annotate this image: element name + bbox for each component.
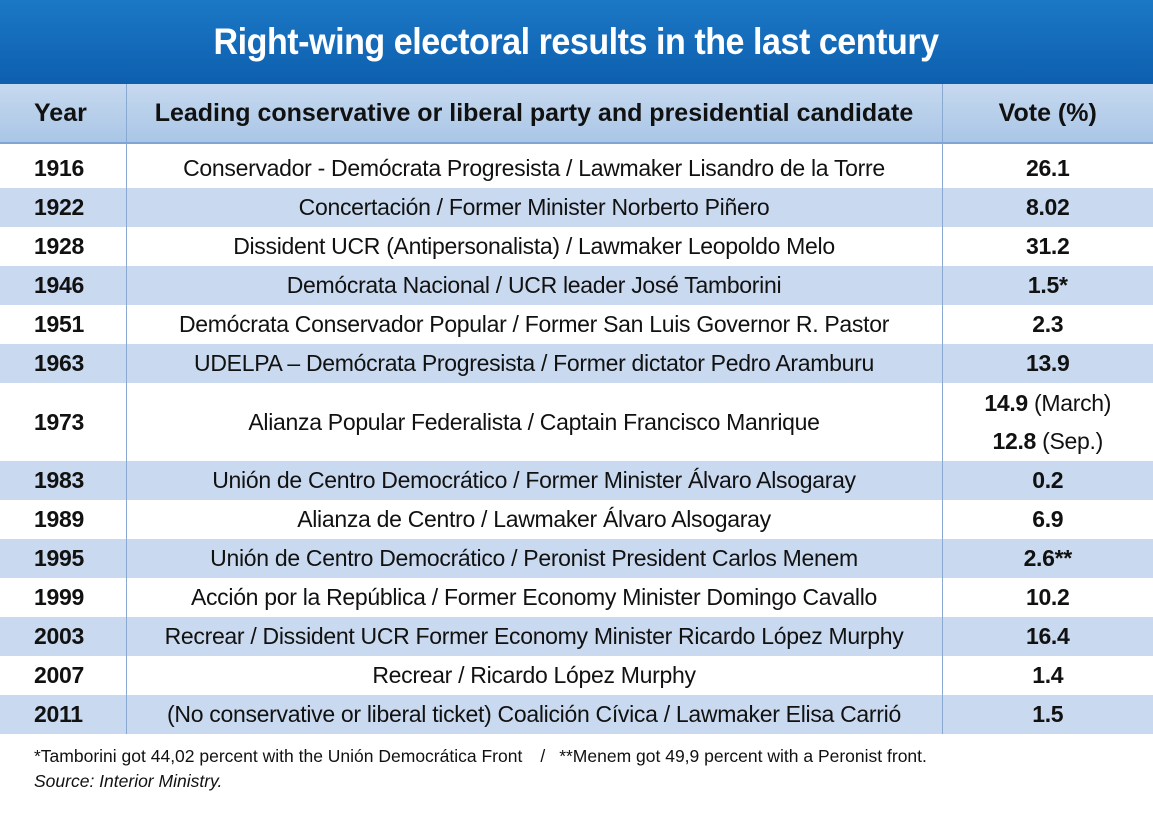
row-party: Recrear / Dissident UCR Former Economy M… — [126, 617, 943, 656]
row-party: (No conservative or liberal ticket) Coal… — [126, 695, 943, 734]
row-party: Conservador - Demócrata Progresista / La… — [126, 149, 943, 188]
row-year: 1995 — [0, 539, 127, 578]
page-title: Right-wing electoral results in the last… — [213, 21, 940, 62]
row-vote: 1.4 — [1032, 662, 1064, 688]
row-vote: 14.9 (March) 12.8 (Sep.) — [942, 383, 1153, 461]
row-vote: 1.5 — [942, 695, 1153, 734]
row-party: Demócrata Conservador Popular / Former S… — [126, 305, 943, 344]
row-year: 1989 — [0, 500, 127, 539]
footnote-line: *Tamborini got 44,02 percent with the Un… — [34, 744, 1153, 769]
row-year: 2011 — [0, 695, 127, 734]
vote-value: 14.9 — [984, 390, 1028, 416]
table-row: 1963 UDELPA – Demócrata Progresista / Fo… — [0, 344, 1153, 383]
table-row: 2003 Recrear / Dissident UCR Former Econ… — [0, 617, 1153, 656]
table-row: 2007 Recrear / Ricardo López Murphy 1.4 — [0, 656, 1153, 695]
row-party: Dissident UCR (Antipersonalista) / Lawma… — [126, 227, 943, 266]
row-party: Demócrata Nacional / UCR leader José Tam… — [126, 266, 943, 305]
row-year: 2007 — [0, 656, 127, 695]
results-table: Year Leading conservative or liberal par… — [0, 84, 1153, 734]
table-row: 1916 Conservador - Demócrata Progresista… — [0, 149, 1153, 188]
row-vote: 13.9 — [942, 344, 1153, 383]
row-year: 1951 — [0, 305, 127, 344]
row-year: 1963 — [0, 344, 127, 383]
row-party: Concertación / Former Minister Norberto … — [126, 188, 943, 227]
table-row: 2011 (No conservative or liberal ticket)… — [0, 695, 1153, 734]
row-year: 1916 — [0, 149, 127, 188]
table-row: 1922 Concertación / Former Minister Norb… — [0, 188, 1153, 227]
table-row: 1946 Demócrata Nacional / UCR leader Jos… — [0, 266, 1153, 305]
vote-note: (Sep.) — [1042, 428, 1103, 454]
row-vote: 2.6** — [942, 539, 1153, 578]
vote-note: (March) — [1034, 390, 1112, 416]
footnotes: *Tamborini got 44,02 percent with the Un… — [0, 734, 1153, 794]
table-row: 1989 Alianza de Centro / Lawmaker Álvaro… — [0, 500, 1153, 539]
row-year: 1973 — [0, 383, 127, 461]
vote-line-march: 14.9 (March) — [943, 384, 1153, 422]
footnote-menem: **Menem got 49,9 percent with a Peronist… — [559, 746, 927, 766]
row-year: 1946 — [0, 266, 127, 305]
spacer-row — [0, 143, 1153, 149]
row-party: Alianza Popular Federalista / Captain Fr… — [126, 383, 943, 461]
header-year: Year — [0, 84, 127, 144]
row-year: 1999 — [0, 578, 127, 617]
row-party: Alianza de Centro / Lawmaker Álvaro Also… — [126, 500, 943, 539]
source-note: Source: Interior Ministry. — [34, 771, 223, 791]
title-bar: Right-wing electoral results in the last… — [0, 0, 1153, 84]
row-year: 2003 — [0, 617, 127, 656]
row-year: 1983 — [0, 461, 127, 500]
header-vote: Vote (%) — [942, 84, 1153, 144]
row-vote: 31.2 — [1025, 233, 1070, 259]
row-vote: 0.2 — [942, 461, 1153, 500]
table-row: 1928 Dissident UCR (Antipersonalista) / … — [0, 227, 1153, 266]
vote-value: 12.8 — [992, 428, 1037, 454]
table-row: 1973 Alianza Popular Federalista / Capta… — [0, 383, 1153, 461]
footnote-separator: / — [540, 746, 546, 766]
row-vote: 10.2 — [1025, 584, 1070, 610]
footnote-tamborini: *Tamborini got 44,02 percent with the Un… — [34, 746, 523, 766]
table-row: 1995 Unión de Centro Democrático / Peron… — [0, 539, 1153, 578]
table-row: 1999 Acción por la República / Former Ec… — [0, 578, 1153, 617]
row-vote: 2.3 — [1032, 311, 1064, 337]
header-row: Year Leading conservative or liberal par… — [0, 84, 1153, 144]
table-row: 1983 Unión de Centro Democrático / Forme… — [0, 461, 1153, 500]
row-vote: 8.02 — [942, 188, 1153, 227]
row-year: 1922 — [0, 188, 127, 227]
row-vote: 6.9 — [1032, 506, 1064, 532]
row-party: Acción por la República / Former Economy… — [126, 578, 943, 617]
row-party: UDELPA – Demócrata Progresista / Former … — [126, 344, 943, 383]
row-year: 1928 — [0, 227, 127, 266]
row-party: Unión de Centro Democrático / Former Min… — [126, 461, 943, 500]
row-vote: 16.4 — [942, 617, 1153, 656]
table-row: 1951 Demócrata Conservador Popular / For… — [0, 305, 1153, 344]
row-party: Recrear / Ricardo López Murphy — [126, 656, 943, 695]
header-party: Leading conservative or liberal party an… — [126, 84, 943, 144]
vote-line-september: 12.8 (Sep.) — [943, 422, 1153, 460]
row-party: Unión de Centro Democrático / Peronist P… — [126, 539, 943, 578]
row-vote: 26.1 — [1025, 155, 1070, 181]
row-vote: 1.5* — [942, 266, 1153, 305]
